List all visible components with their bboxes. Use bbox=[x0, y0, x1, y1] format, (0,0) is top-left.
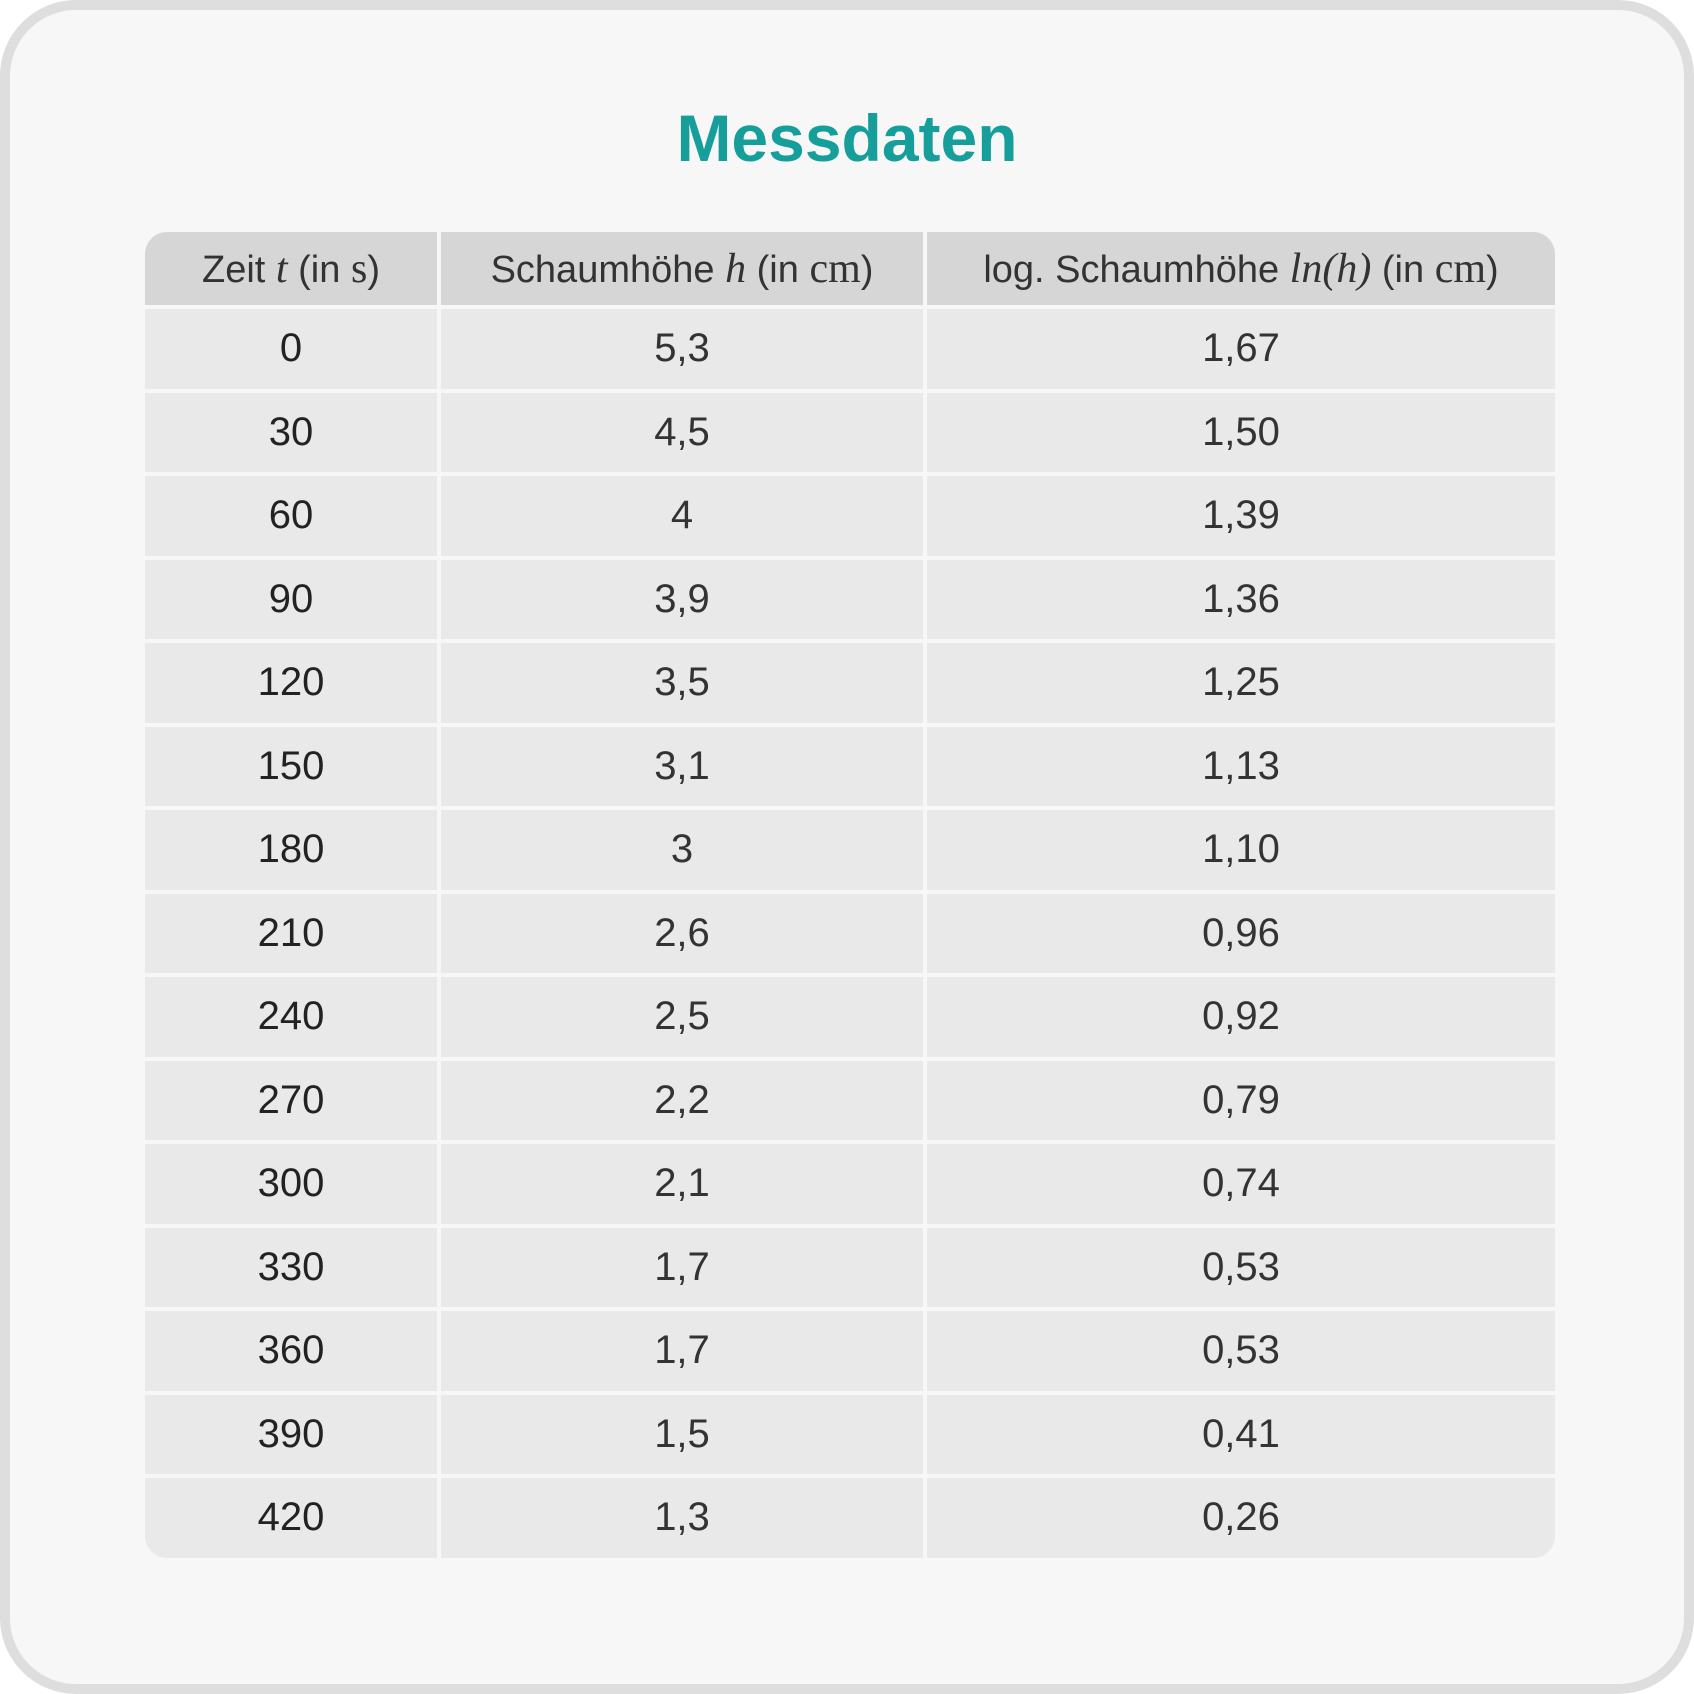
table-row: 390 1,5 0,41 bbox=[145, 1394, 1555, 1478]
table-row: 0 5,3 1,67 bbox=[145, 309, 1555, 393]
time-cell: 300 bbox=[145, 1144, 441, 1228]
height-cell: 1,7 bbox=[441, 1227, 927, 1311]
time-cell: 90 bbox=[145, 559, 441, 643]
height-cell: 2,5 bbox=[441, 977, 927, 1061]
log-height-cell: 1,39 bbox=[927, 476, 1555, 560]
table-row: 180 3 1,10 bbox=[145, 810, 1555, 894]
log-height-cell: 1,10 bbox=[927, 810, 1555, 894]
header-time: Zeit t (in s) bbox=[145, 232, 441, 309]
log-height-cell: 0,53 bbox=[927, 1311, 1555, 1395]
height-cell: 4 bbox=[441, 476, 927, 560]
time-cell: 0 bbox=[145, 309, 441, 393]
log-height-cell: 1,25 bbox=[927, 643, 1555, 727]
time-cell: 360 bbox=[145, 1311, 441, 1395]
height-cell: 5,3 bbox=[441, 309, 927, 393]
table-row: 30 4,5 1,50 bbox=[145, 392, 1555, 476]
page-title: Messdaten bbox=[676, 101, 1018, 175]
log-height-cell: 1,50 bbox=[927, 392, 1555, 476]
height-cell: 3,9 bbox=[441, 559, 927, 643]
height-cell: 3,1 bbox=[441, 726, 927, 810]
log-height-cell: 0,74 bbox=[927, 1144, 1555, 1228]
time-cell: 210 bbox=[145, 893, 441, 977]
table-row: 60 4 1,39 bbox=[145, 476, 1555, 560]
time-cell: 150 bbox=[145, 726, 441, 810]
time-cell: 240 bbox=[145, 977, 441, 1061]
table-row: 300 2,1 0,74 bbox=[145, 1144, 1555, 1228]
table-row: 330 1,7 0,53 bbox=[145, 1227, 1555, 1311]
time-cell: 330 bbox=[145, 1227, 441, 1311]
table-row: 360 1,7 0,53 bbox=[145, 1311, 1555, 1395]
log-height-cell: 0,79 bbox=[927, 1060, 1555, 1144]
table-row: 90 3,9 1,36 bbox=[145, 559, 1555, 643]
log-height-cell: 0,92 bbox=[927, 977, 1555, 1061]
time-cell: 180 bbox=[145, 810, 441, 894]
header-log-foam-height: log. Schaumhöhe ln(h) (in cm) bbox=[927, 232, 1555, 309]
log-height-cell: 1,13 bbox=[927, 726, 1555, 810]
height-cell: 3 bbox=[441, 810, 927, 894]
log-height-cell: 0,26 bbox=[927, 1478, 1555, 1558]
height-cell: 1,7 bbox=[441, 1311, 927, 1395]
time-cell: 270 bbox=[145, 1060, 441, 1144]
time-cell: 30 bbox=[145, 392, 441, 476]
table-body: 0 5,3 1,67 30 4,5 1,50 60 4 1,39 90 3,9 1,36 120 3,5 1… bbox=[145, 309, 1555, 1558]
height-cell: 3,5 bbox=[441, 643, 927, 727]
time-cell: 420 bbox=[145, 1478, 441, 1558]
height-cell: 1,5 bbox=[441, 1394, 927, 1478]
time-cell: 390 bbox=[145, 1394, 441, 1478]
height-cell: 4,5 bbox=[441, 392, 927, 476]
time-cell: 60 bbox=[145, 476, 441, 560]
table-row: 420 1,3 0,26 bbox=[145, 1478, 1555, 1558]
table-row: 240 2,5 0,92 bbox=[145, 977, 1555, 1061]
data-table: Zeit t (in s) Schaumhöhe h (in cm) log. … bbox=[145, 232, 1555, 1558]
time-cell: 120 bbox=[145, 643, 441, 727]
table-row: 210 2,6 0,96 bbox=[145, 893, 1555, 977]
height-cell: 2,6 bbox=[441, 893, 927, 977]
height-cell: 2,1 bbox=[441, 1144, 927, 1228]
table-row: 120 3,5 1,25 bbox=[145, 643, 1555, 727]
log-height-cell: 1,36 bbox=[927, 559, 1555, 643]
height-cell: 2,2 bbox=[441, 1060, 927, 1144]
header-foam-height: Schaumhöhe h (in cm) bbox=[441, 232, 927, 309]
log-height-cell: 0,41 bbox=[927, 1394, 1555, 1478]
table-header-row: Zeit t (in s) Schaumhöhe h (in cm) log. … bbox=[145, 232, 1555, 309]
table-row: 150 3,1 1,13 bbox=[145, 726, 1555, 810]
log-height-cell: 1,67 bbox=[927, 309, 1555, 393]
height-cell: 1,3 bbox=[441, 1478, 927, 1558]
log-height-cell: 0,96 bbox=[927, 893, 1555, 977]
log-height-cell: 0,53 bbox=[927, 1227, 1555, 1311]
table-row: 270 2,2 0,79 bbox=[145, 1060, 1555, 1144]
